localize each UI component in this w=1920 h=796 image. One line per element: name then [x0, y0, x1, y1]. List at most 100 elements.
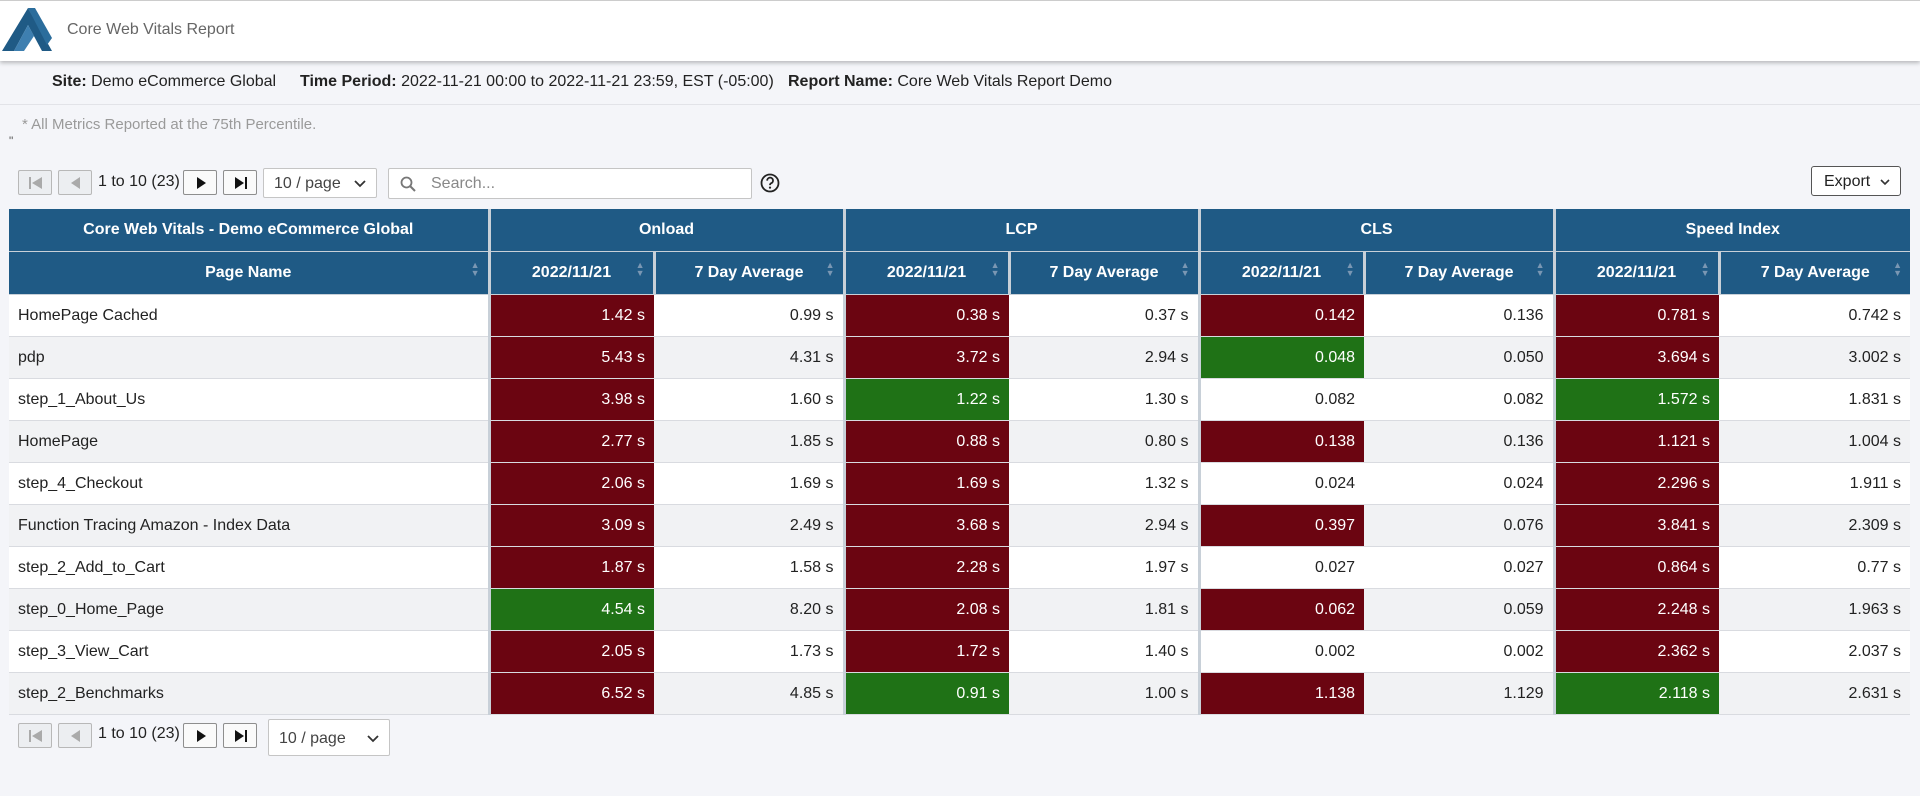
next-page-icon	[197, 730, 206, 742]
metric-cell: 1.85 s	[654, 420, 845, 463]
column-header[interactable]: 7 Day Average ▲ ▼	[1717, 251, 1911, 295]
sort-icon: ▲ ▼	[1893, 260, 1903, 278]
metric-cell: 3.002 s	[1719, 336, 1911, 379]
column-header[interactable]: 2022/11/21 ▲ ▼	[487, 251, 654, 295]
prev-page-icon	[71, 730, 80, 742]
column-header[interactable]: 7 Day Average ▲ ▼	[652, 251, 845, 295]
time-period-info: Time Period: 2022-11-21 00:00 to 2022-11…	[300, 73, 774, 91]
metric-cell: 2.05 s	[487, 630, 654, 673]
metric-cell: 0.027	[1197, 546, 1365, 589]
bottom-first-page-button[interactable]	[18, 723, 52, 748]
first-page-button[interactable]	[18, 170, 52, 195]
metric-cell: 0.059	[1364, 588, 1555, 631]
first-page-icon	[29, 730, 42, 742]
export-button[interactable]: Export	[1811, 166, 1901, 196]
group-header-onload: Onload	[487, 209, 845, 252]
metric-cell: 2.037 s	[1719, 630, 1911, 673]
table-row: HomePage 2.77 s 1.85 s 0.88 s 0.80 s 0.138 0.1…	[9, 420, 1911, 463]
metric-cell: 5.43 s	[487, 336, 654, 379]
next-page-button[interactable]	[183, 170, 217, 195]
metric-cell: 0.781 s	[1552, 294, 1720, 337]
group-header-speed-index: Speed Index	[1552, 209, 1911, 252]
group-header-row: Core Web Vitals - Demo eCommerce Global …	[9, 209, 1911, 252]
metric-cell: 0.88 s	[842, 420, 1010, 463]
metric-cell: 0.742 s	[1719, 294, 1911, 337]
metric-cell: 4.54 s	[487, 588, 654, 631]
metric-cell: 0.397	[1197, 504, 1365, 547]
bottom-last-page-button[interactable]	[223, 723, 257, 748]
column-header[interactable]: 2022/11/21 ▲ ▼	[842, 251, 1010, 295]
prev-page-icon	[71, 177, 80, 189]
bottom-next-page-button[interactable]	[183, 723, 217, 748]
page-size-select[interactable]: 10 / page	[263, 168, 377, 198]
sort-icon: ▲ ▼	[825, 260, 835, 278]
search-icon	[400, 176, 416, 192]
metric-cell: 1.81 s	[1009, 588, 1200, 631]
page-name-cell: step_3_View_Cart	[9, 630, 490, 673]
metric-cell: 3.841 s	[1552, 504, 1720, 547]
column-header[interactable]: 7 Day Average ▲ ▼	[1362, 251, 1555, 295]
metric-cell: 0.99 s	[654, 294, 845, 337]
metric-cell: 0.864 s	[1552, 546, 1720, 589]
metric-cell: 0.024	[1364, 462, 1555, 505]
page-name-cell: pdp	[9, 336, 490, 379]
logo-icon	[2, 8, 52, 51]
search-input[interactable]	[429, 173, 743, 195]
app-header: Core Web Vitals Report	[0, 0, 1920, 61]
app-title: Core Web Vitals Report	[67, 21, 235, 38]
metric-cell: 1.32 s	[1009, 462, 1200, 505]
page-name-cell: step_0_Home_Page	[9, 588, 490, 631]
metric-cell: 3.98 s	[487, 378, 654, 421]
chevron-down-icon	[1880, 179, 1890, 186]
site-label: Site:	[52, 73, 87, 90]
metric-cell: 0.024	[1197, 462, 1365, 505]
metric-cell: 3.68 s	[842, 504, 1010, 547]
sort-icon: ▲ ▼	[1345, 260, 1355, 278]
report-name-info: Report Name: Core Web Vitals Report Demo	[788, 73, 1112, 91]
sort-icon: ▲ ▼	[470, 260, 480, 278]
page-size-value: 10 / page	[274, 175, 341, 192]
table-row: step_2_Benchmarks 6.52 s 4.85 s 0.91 s 1.00 …	[9, 672, 1911, 715]
metric-cell: 2.49 s	[654, 504, 845, 547]
metric-cell: 1.72 s	[842, 630, 1010, 673]
metric-cell: 2.94 s	[1009, 336, 1200, 379]
metric-cell: 1.69 s	[842, 462, 1010, 505]
chevron-down-icon	[367, 735, 379, 743]
column-header[interactable]: 7 Day Average ▲ ▼	[1007, 251, 1200, 295]
metric-cell: 0.002	[1364, 630, 1555, 673]
page-name-cell: HomePage	[9, 420, 490, 463]
bottom-prev-page-button[interactable]	[58, 723, 92, 748]
table-row: step_2_Add_to_Cart 1.87 s 1.58 s 2.28 s 1.97…	[9, 546, 1911, 589]
column-header[interactable]: Page Name ▲ ▼	[9, 251, 489, 295]
metric-cell: 1.58 s	[654, 546, 845, 589]
table-row: Function Tracing Amazon - Index Data 3.09…	[9, 504, 1911, 547]
column-header[interactable]: 2022/11/21 ▲ ▼	[1552, 251, 1720, 295]
page-name-cell: step_4_Checkout	[9, 462, 490, 505]
metric-cell: 1.121 s	[1552, 420, 1720, 463]
metric-cell: 0.38 s	[842, 294, 1010, 337]
sort-icon: ▲ ▼	[1700, 260, 1710, 278]
table-row: step_0_Home_Page 4.54 s 8.20 s 2.08 s 1.81 s…	[9, 588, 1911, 631]
help-icon[interactable]	[759, 172, 781, 194]
page-name-cell: Function Tracing Amazon - Index Data	[9, 504, 490, 547]
report-name-value: Core Web Vitals Report Demo	[897, 73, 1112, 90]
column-header[interactable]: 2022/11/21 ▲ ▼	[1197, 251, 1365, 295]
last-page-icon	[235, 730, 247, 742]
metric-cell: 8.20 s	[654, 588, 845, 631]
metric-cell: 2.94 s	[1009, 504, 1200, 547]
metric-cell: 1.22 s	[842, 378, 1010, 421]
metric-cell: 2.362 s	[1552, 630, 1720, 673]
metric-cell: 1.73 s	[654, 630, 845, 673]
metric-cell: 2.28 s	[842, 546, 1010, 589]
search-box	[388, 168, 752, 199]
metric-cell: 0.002	[1197, 630, 1365, 673]
page-name-cell: HomePage Cached	[9, 294, 490, 337]
percentile-note: * All Metrics Reported at the 75th Perce…	[22, 116, 317, 133]
last-page-button[interactable]	[223, 170, 257, 195]
metric-cell: 2.118 s	[1552, 672, 1720, 715]
metric-cell: 4.85 s	[654, 672, 845, 715]
column-header-row: Page Name ▲ ▼ 2022/11/21 ▲ ▼ 7 Day Average ▲ ▼ 20…	[9, 251, 1911, 295]
bottom-page-size-select[interactable]: 10 / page	[268, 719, 390, 756]
prev-page-button[interactable]	[58, 170, 92, 195]
